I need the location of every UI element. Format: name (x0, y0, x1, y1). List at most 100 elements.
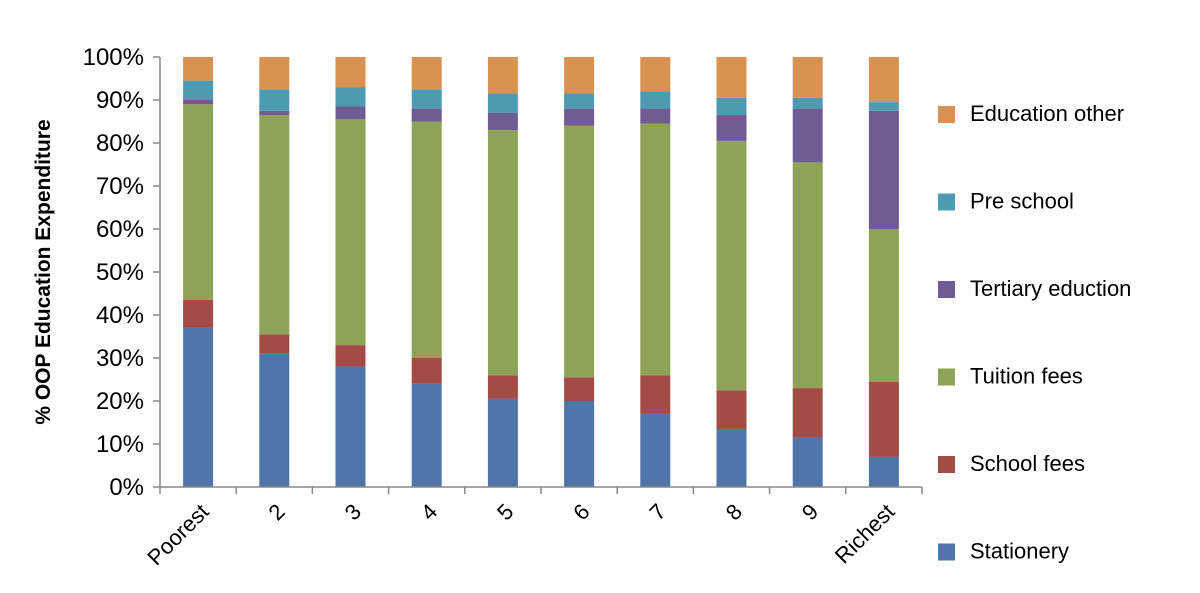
legend-label: Education other (970, 101, 1124, 126)
bar-segment-stationery-4 (411, 383, 442, 487)
legend-swatch-tertiary-eduction (938, 281, 955, 298)
bar-segment-school-fees-7 (640, 375, 671, 414)
bar-segment-education-other-4 (411, 57, 442, 90)
bar-segment-tuition-fees-7 (640, 123, 671, 376)
bar-segment-tuition-fees-4 (411, 121, 442, 358)
x-tick-label: 2 (263, 499, 289, 525)
bar-segment-stationery-9 (792, 437, 823, 487)
y-tick-label: 80% (96, 130, 144, 157)
bar-segment-stationery-7 (640, 413, 671, 487)
bar-segment-pre-school-8 (716, 97, 747, 116)
bar-segment-education-other-8 (716, 57, 747, 98)
bar-segment-stationery-richest (868, 456, 899, 487)
bar-segment-education-other-2 (259, 57, 290, 90)
bar-segment-tertiary-eduction-poorest (183, 100, 214, 105)
legend-label: Pre school (970, 189, 1074, 214)
x-tick-label: 5 (492, 499, 518, 525)
bar-segment-education-other-poorest (183, 57, 214, 81)
bar-segment-school-fees-9 (792, 388, 823, 438)
bar-segment-tertiary-eduction-7 (640, 108, 671, 124)
bar-segment-tertiary-eduction-5 (487, 112, 518, 131)
y-tick-label: 100% (83, 44, 144, 71)
x-tick-label: 7 (644, 499, 670, 525)
bar-segment-stationery-2 (259, 353, 290, 487)
bar-segment-school-fees-4 (411, 358, 442, 384)
x-tick-label: Poorest (142, 499, 213, 570)
y-tick-label: 70% (96, 173, 144, 200)
bar-segment-education-other-9 (792, 57, 823, 98)
y-tick-label: 60% (96, 216, 144, 243)
bar-segment-stationery-5 (487, 398, 518, 487)
y-tick-label: 20% (96, 388, 144, 415)
bar-segment-education-other-5 (487, 57, 518, 94)
bar-segment-school-fees-poorest (183, 299, 214, 328)
bar-segment-pre-school-5 (487, 93, 518, 113)
bar-segment-stationery-3 (335, 366, 366, 487)
legend-swatch-education-other (938, 106, 955, 123)
y-tick-label: 50% (96, 259, 144, 286)
bar-segment-pre-school-7 (640, 91, 671, 109)
bar-segment-tertiary-eduction-richest (868, 110, 899, 229)
legend-label: School fees (970, 451, 1085, 476)
bar-segment-tuition-fees-6 (564, 125, 595, 378)
bar-segment-tuition-fees-9 (792, 162, 823, 389)
x-tick-label: 6 (568, 499, 594, 525)
bar-segment-tertiary-eduction-3 (335, 106, 366, 120)
bar-segment-stationery-poorest (183, 327, 214, 487)
bar-segment-school-fees-6 (564, 377, 595, 401)
legend-label: Tuition fees (970, 364, 1083, 389)
y-tick-label: 40% (96, 302, 144, 329)
legend-swatch-tuition-fees (938, 368, 955, 386)
bar-segment-education-other-richest (868, 57, 899, 103)
bar-segment-tuition-fees-2 (259, 115, 290, 335)
legend-swatch-stationery (938, 543, 955, 561)
y-tick-label: 10% (96, 431, 144, 458)
legend: Education other Pre school Tertiary educti… (938, 101, 1131, 564)
bar-segment-school-fees-3 (335, 345, 366, 367)
x-tick-labels: Poorest 2 3 4 5 6 7 8 9 Richest (142, 499, 899, 570)
bar-segment-tertiary-eduction-9 (792, 108, 823, 163)
bar-segment-pre-school-2 (259, 89, 290, 111)
bar-segment-pre-school-3 (335, 87, 366, 107)
legend-label: Stationery (970, 539, 1069, 564)
x-tick-label: 3 (340, 499, 366, 525)
y-tick-label: 90% (96, 87, 144, 114)
bar-segment-pre-school-richest (868, 102, 899, 111)
legend-swatch-pre-school (938, 193, 955, 211)
bar-segment-pre-school-4 (411, 89, 442, 109)
bar-segment-tertiary-eduction-4 (411, 108, 442, 122)
y-tick-label: 0% (109, 474, 144, 501)
y-axis-label: % OOP Education Expenditure (32, 119, 55, 424)
bar-segment-school-fees-2 (259, 334, 290, 354)
bar-segment-tuition-fees-richest (868, 229, 899, 382)
bar-segment-school-fees-5 (487, 375, 518, 399)
bar-segment-education-other-7 (640, 57, 671, 92)
x-tick-label: 8 (721, 499, 747, 525)
bar-segment-pre-school-6 (564, 93, 595, 109)
bar-segment-education-other-3 (335, 57, 366, 88)
bar-segment-school-fees-richest (868, 381, 899, 457)
bar-segment-tertiary-eduction-8 (716, 115, 747, 141)
bar-segment-pre-school-poorest (183, 80, 214, 100)
bar-segment-tuition-fees-poorest (183, 104, 214, 300)
bar-segment-school-fees-8 (716, 390, 747, 429)
legend-swatch-school-fees (938, 456, 955, 473)
bar-segment-tuition-fees-8 (716, 140, 747, 391)
bar-segment-tertiary-eduction-2 (259, 110, 290, 116)
bar-segment-stationery-6 (564, 401, 595, 487)
x-tick-label: Richest (830, 499, 900, 569)
y-tick-labels: 0% 10% 20% 30% 40% 50% 60% 70% 80% 90% 100% (83, 44, 144, 501)
axes-group (153, 56, 923, 494)
bar-segment-pre-school-9 (792, 97, 823, 109)
y-tick-label: 30% (96, 345, 144, 372)
bar-segment-tuition-fees-3 (335, 119, 366, 346)
bar-segment-stationery-8 (716, 428, 747, 487)
bars-group (183, 57, 899, 487)
legend-label: Tertiary eduction (970, 276, 1131, 301)
bar-segment-education-other-6 (564, 57, 595, 94)
bar-segment-tuition-fees-5 (487, 130, 518, 376)
x-tick-label: 4 (416, 499, 442, 525)
x-tick-label: 9 (797, 499, 823, 525)
bar-segment-tertiary-eduction-6 (564, 108, 595, 126)
